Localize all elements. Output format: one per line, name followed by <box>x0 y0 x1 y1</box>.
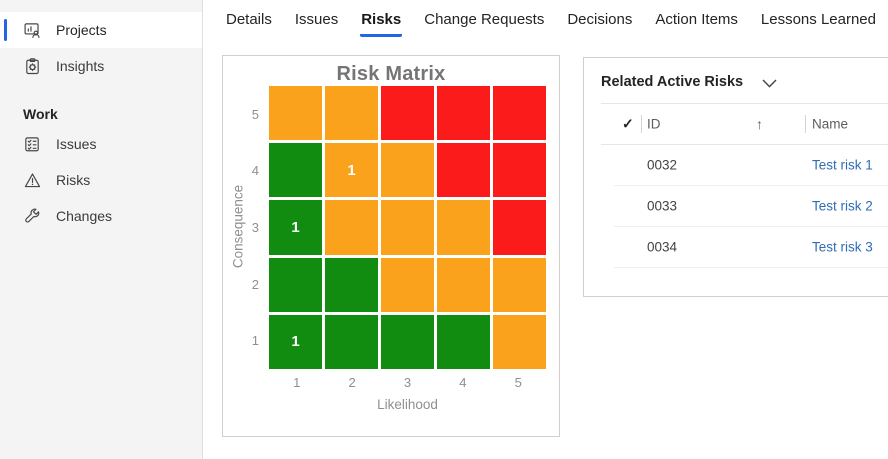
sidebar-item-insights[interactable]: Insights <box>0 48 202 84</box>
column-divider <box>641 115 642 133</box>
tab-issues[interactable]: Issues <box>294 11 339 28</box>
tab-decisions[interactable]: Decisions <box>567 11 633 28</box>
risk-table-row[interactable]: 0034 Test risk 3 <box>584 227 888 267</box>
risk-id-cell: 0034 <box>647 239 678 255</box>
x-tick: 5 <box>514 375 522 390</box>
select-all-checkmark-icon[interactable]: ✓ <box>622 115 634 132</box>
sidebar-item-risks[interactable]: Risks <box>0 162 202 198</box>
tab-action-items[interactable]: Action Items <box>655 11 738 28</box>
sidebar-item-label: Risks <box>56 172 91 188</box>
x-axis-label: Likelihood <box>377 397 438 412</box>
risk-name-link[interactable]: Test risk 2 <box>812 198 873 214</box>
panel-header: Related Active Risks <box>584 58 888 91</box>
sidebar-group-header: Work <box>23 106 58 122</box>
matrix-cell-l1-c3: 1 <box>269 200 322 255</box>
chart-title: Risk Matrix <box>336 63 446 85</box>
sidebar-item-label: Issues <box>56 136 97 152</box>
matrix-cell-l5-c3 <box>493 200 546 255</box>
matrix-cell-l3-c1 <box>381 314 434 369</box>
x-tick: 3 <box>403 375 412 390</box>
matrix-cell-l2-c3 <box>325 200 378 255</box>
sidebar-item-issues[interactable]: Issues <box>0 126 202 162</box>
chevron-down-icon[interactable] <box>762 79 777 88</box>
sidebar-nav: Projects Insights Work Issues Risks Changes <box>0 0 203 459</box>
related-risks-panel: Related Active Risks ✓ ID ↑ Name 0032 Tes… <box>583 57 888 297</box>
issues-checklist-icon <box>23 135 42 154</box>
matrix-cell-l3-c3 <box>381 200 434 255</box>
sidebar-item-label: Insights <box>56 58 105 74</box>
sidebar-item-changes[interactable]: Changes <box>0 198 202 234</box>
divider <box>601 144 888 145</box>
matrix-cell-l3-c5 <box>381 86 434 141</box>
table-body: 0032 Test risk 1 0033 Test risk 2 0034 Test r… <box>584 145 888 268</box>
matrix-cell-l2-c4: 1 <box>325 143 378 198</box>
row-separator <box>614 267 888 268</box>
matrix-cell-l4-c3 <box>437 200 490 255</box>
y-tick: 3 <box>251 219 259 235</box>
sidebar-item-label: Projects <box>56 22 107 38</box>
risk-name-link[interactable]: Test risk 3 <box>812 239 873 255</box>
risk-id-cell: 0032 <box>647 157 678 173</box>
risk-name-link[interactable]: Test risk 1 <box>812 157 873 173</box>
y-tick: 1 <box>251 333 259 349</box>
matrix-cell-l4-c4 <box>437 143 490 198</box>
y-tick: 4 <box>251 163 259 179</box>
y-tick: 5 <box>251 106 259 122</box>
sort-ascending-icon[interactable]: ↑ <box>756 116 763 132</box>
panel-title: Related Active Risks <box>601 74 744 90</box>
matrix-cell-l5-c4 <box>493 143 546 198</box>
matrix-cell-l4-c1 <box>437 314 490 369</box>
matrix-cell-l1-c4 <box>269 143 322 198</box>
y-tick: 2 <box>251 276 259 292</box>
row-separator <box>614 185 888 186</box>
tab-risks[interactable]: Risks <box>360 5 403 37</box>
row-separator <box>614 226 888 227</box>
matrix-cell-l4-c5 <box>437 86 490 141</box>
matrix-cell-l1-c1: 1 <box>269 314 322 369</box>
x-tick: 1 <box>293 375 301 390</box>
x-axis-ticks: 1 2 3 4 5 <box>269 375 546 393</box>
tab-bar: Details Issues Risks Change Requests Decisio… <box>225 5 877 37</box>
matrix-cell-l1-c2 <box>269 257 322 312</box>
column-header-id[interactable]: ID <box>647 116 661 132</box>
sidebar-item-label: Changes <box>56 208 113 224</box>
matrix-cell-l5-c1 <box>493 314 546 369</box>
risk-table-row[interactable]: 0032 Test risk 1 <box>584 145 888 185</box>
column-divider <box>805 115 806 133</box>
matrix-cell-l2-c5 <box>325 86 378 141</box>
risk-id-cell: 0033 <box>647 198 678 214</box>
insights-icon <box>23 57 42 76</box>
table-header-row: ✓ ID ↑ Name <box>584 104 888 144</box>
matrix-cell-l4-c2 <box>437 257 490 312</box>
matrix-cell-l2-c1 <box>325 314 378 369</box>
tab-change-requests[interactable]: Change Requests <box>424 11 545 28</box>
main-content: Details Issues Risks Change Requests Decisio… <box>204 0 888 459</box>
matrix-cell-l5-c5 <box>493 86 546 141</box>
y-axis-ticks: 5 4 3 2 1 <box>235 86 259 369</box>
x-tick: 2 <box>348 375 356 390</box>
warning-triangle-icon <box>23 171 42 190</box>
tab-lessons-learned[interactable]: Lessons Learned <box>760 11 876 28</box>
divider <box>601 103 888 104</box>
column-header-name[interactable]: Name <box>812 116 849 132</box>
matrix-cell-l2-c2 <box>325 257 378 312</box>
matrix-cell-l3-c4 <box>381 143 434 198</box>
risk-table-row[interactable]: 0033 Test risk 2 <box>584 186 888 226</box>
matrix-cell-l5-c2 <box>493 257 546 312</box>
tab-details[interactable]: Details <box>226 11 272 28</box>
x-tick: 4 <box>459 375 467 390</box>
matrix-cell-l1-c5 <box>269 86 322 141</box>
projects-icon <box>23 21 42 40</box>
wrench-icon <box>23 207 42 226</box>
sidebar-item-projects[interactable]: Projects <box>0 12 202 48</box>
matrix-cell-l3-c2 <box>381 257 434 312</box>
